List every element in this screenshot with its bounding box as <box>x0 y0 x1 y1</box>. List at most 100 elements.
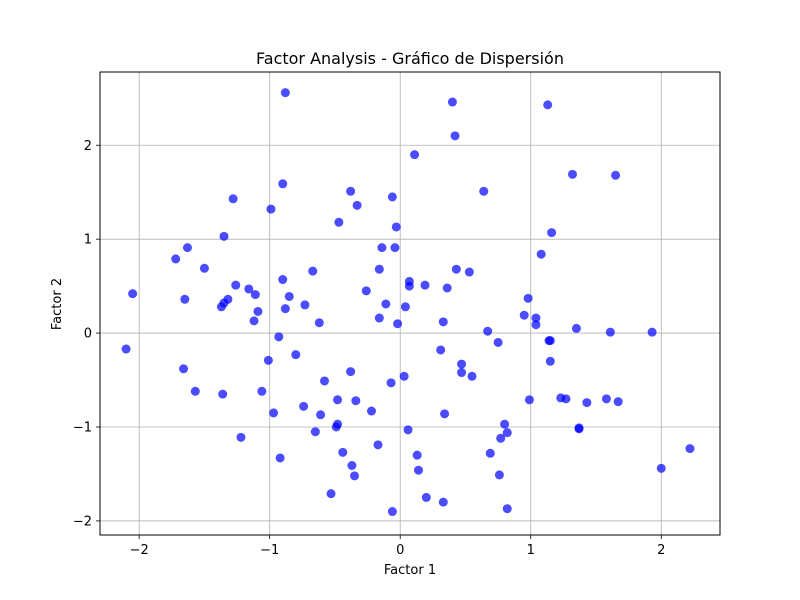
y-axis-ticks: −2 −1 0 1 2 <box>73 139 100 529</box>
scatter-point <box>228 194 238 204</box>
scatter-point <box>399 371 409 381</box>
scatter-point <box>496 433 506 443</box>
scatter-point <box>393 319 403 329</box>
scatter-point <box>457 368 467 378</box>
x-tick-label: 2 <box>657 543 665 558</box>
scatter-point <box>257 386 267 396</box>
scatter-point <box>278 275 288 285</box>
scatter-point <box>216 302 226 312</box>
scatter-point <box>524 395 534 405</box>
x-tick-label: 1 <box>527 543 535 558</box>
scatter-point <box>420 280 430 290</box>
scatter-point <box>218 389 228 399</box>
scatter-point <box>320 376 330 386</box>
scatter-point <box>361 286 371 296</box>
scatter-point <box>373 440 383 450</box>
scatter-point <box>387 192 397 202</box>
scatter-point <box>334 217 344 227</box>
scatter-point <box>280 88 290 98</box>
y-tick-label: 0 <box>84 327 92 342</box>
chart-title: Factor Analysis - Gráfico de Dispersión <box>256 49 564 68</box>
scatter-point <box>338 447 348 457</box>
x-axis-label: Factor 1 <box>384 563 436 578</box>
scatter-point <box>543 100 553 110</box>
scatter-point <box>351 396 361 406</box>
scatter-point <box>685 444 695 454</box>
scatter-point <box>531 313 541 323</box>
scatter-point <box>121 344 131 354</box>
scatter-point <box>531 320 541 330</box>
scatter-point <box>386 378 396 388</box>
scatter-point <box>182 243 192 253</box>
scatter-point <box>190 386 200 396</box>
y-tick-label: 2 <box>84 139 92 154</box>
scatter-point <box>180 294 190 304</box>
scatter-point <box>545 336 555 346</box>
scatter-point <box>485 448 495 458</box>
x-tick-label: −2 <box>130 543 149 558</box>
scatter-point <box>464 267 474 277</box>
y-axis-label: Factor 2 <box>50 278 65 330</box>
scatter-point <box>377 243 387 253</box>
scatter-point <box>390 243 400 253</box>
scatter-point <box>483 326 493 336</box>
scatter-point <box>413 465 423 475</box>
scatter-point <box>128 289 138 299</box>
scatter-point <box>500 419 510 429</box>
scatter-point <box>346 367 356 377</box>
scatter-point <box>410 150 420 160</box>
scatter-point <box>263 355 273 365</box>
scatter-point <box>231 280 241 290</box>
scatter-point <box>568 169 578 179</box>
scatter-point <box>457 359 467 369</box>
scatter-point <box>391 222 401 232</box>
scatter-point <box>403 425 413 435</box>
plot-area-frame <box>99 71 721 536</box>
scatter-point <box>171 254 181 264</box>
scatter-point <box>253 306 263 316</box>
scatter-point <box>275 453 285 463</box>
scatter-point <box>280 304 290 314</box>
scatter-point <box>269 408 279 418</box>
scatter-point <box>291 350 301 360</box>
scatter-point <box>249 316 259 326</box>
scatter-point <box>582 398 592 408</box>
scatter-point <box>647 327 657 337</box>
scatter-point <box>284 291 294 301</box>
scatter-point <box>574 424 584 434</box>
scatter-point <box>561 394 571 404</box>
scatter-point <box>352 200 362 210</box>
scatter-point <box>545 356 555 366</box>
scatter-point <box>278 179 288 189</box>
scatter-point <box>479 186 489 196</box>
scatter-point <box>346 186 356 196</box>
scatter-point <box>244 284 254 294</box>
scatter-point <box>412 450 422 460</box>
scatter-point <box>467 371 477 381</box>
scatter-point <box>314 318 324 328</box>
scatter-point <box>310 427 320 437</box>
scatter-point <box>374 264 384 274</box>
scatter-point <box>502 428 512 438</box>
scatter-point <box>266 204 276 214</box>
scatter-point <box>236 432 246 442</box>
scatter-point <box>219 231 229 241</box>
scatter-point <box>523 293 533 303</box>
scatter-point <box>613 397 623 407</box>
scatter-point <box>179 364 189 374</box>
scatter-point <box>440 409 450 419</box>
scatter-point <box>436 345 446 355</box>
scatter-point <box>547 228 557 238</box>
scatter-point <box>387 507 397 517</box>
grid-lines <box>100 72 720 535</box>
scatter-point <box>442 283 452 293</box>
scatter-point <box>350 471 360 481</box>
scatter-point <box>316 410 326 420</box>
scatter-point <box>299 401 309 411</box>
scatter-point <box>333 395 343 405</box>
scatter-point <box>404 281 414 291</box>
scatter-point <box>199 263 209 273</box>
scatter-point <box>502 504 512 514</box>
scatter-point <box>421 492 431 502</box>
